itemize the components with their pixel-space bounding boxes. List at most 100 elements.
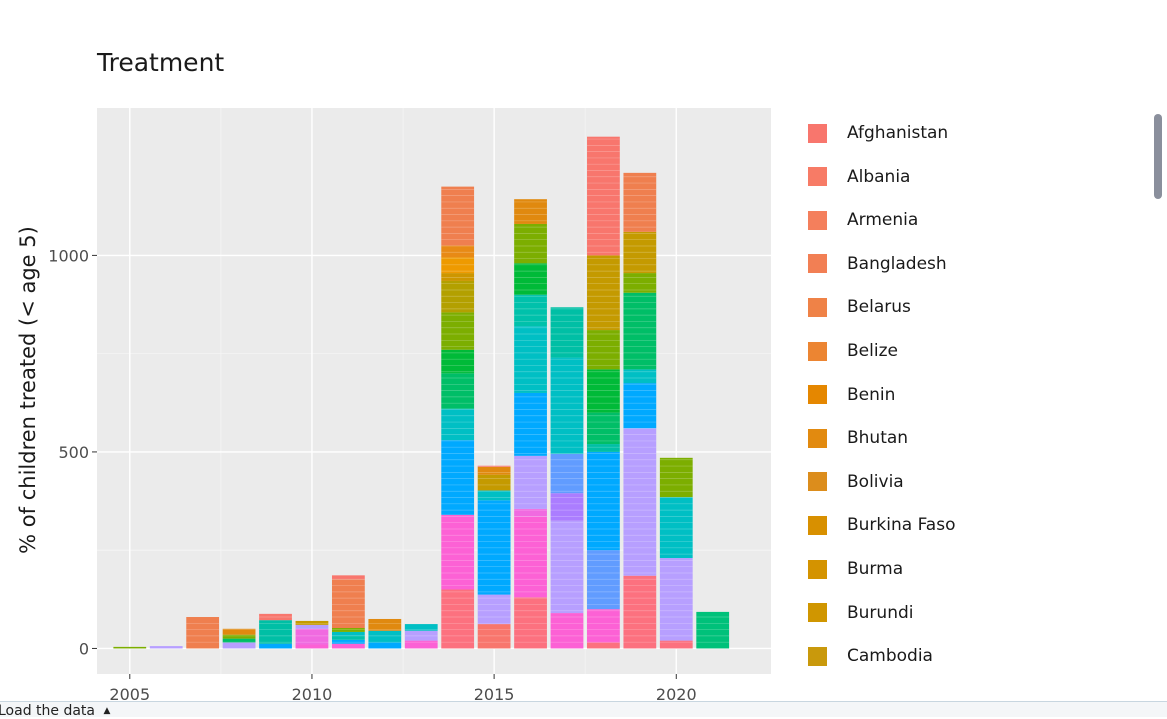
bar-2012[interactable] [368,618,402,649]
bar-segment[interactable] [295,644,329,649]
bar-2019[interactable] [623,172,657,649]
bar-segment[interactable] [441,312,475,350]
bar-segment[interactable] [623,575,657,649]
bar-segment[interactable] [587,609,620,643]
bar-segment[interactable] [222,642,256,649]
bar-segment[interactable] [259,620,292,644]
bar-segment[interactable] [295,624,329,629]
bar-segment[interactable] [623,231,657,274]
bar-segment[interactable] [222,628,256,635]
bar-2020[interactable] [659,457,693,649]
bar-segment[interactable] [514,516,547,598]
legend-item[interactable]: Bhutan [806,424,908,452]
bar-2007[interactable] [186,617,220,649]
bar-segment[interactable] [514,263,547,295]
bar-2016[interactable] [514,199,547,649]
bar-segment[interactable] [368,618,402,631]
bar-segment[interactable] [404,624,438,631]
bar-segment[interactable] [441,373,475,409]
bar-segment[interactable] [368,642,402,649]
bar-segment[interactable] [623,273,657,293]
bar-2018[interactable] [587,136,620,649]
bar-segment[interactable] [441,589,475,649]
bar-segment[interactable] [587,642,620,649]
legend-scrollbar-thumb[interactable] [1154,114,1162,199]
bar-segment[interactable] [623,292,657,370]
bar-segment[interactable] [441,408,475,441]
bar-segment[interactable] [222,638,256,643]
bar-segment[interactable] [696,611,730,649]
bar-segment[interactable] [368,630,402,643]
bar-segment[interactable] [514,392,547,456]
bar-2009[interactable] [259,613,292,649]
bar-2014[interactable] [441,186,475,649]
bar-segment[interactable] [149,646,183,649]
bar-segment[interactable] [623,172,657,232]
bar-segment[interactable] [222,634,256,639]
legend-item[interactable]: Burundi [806,599,914,627]
bar-segment[interactable] [477,500,511,595]
bar-segment[interactable] [514,199,547,224]
bar-segment[interactable] [441,186,475,246]
bar-segment[interactable] [623,369,657,384]
bar-segment[interactable] [514,597,547,649]
bar-2015[interactable] [477,465,511,649]
bar-segment[interactable] [477,594,511,625]
bar-segment[interactable] [659,497,693,559]
bar-segment[interactable] [441,257,475,274]
bar-2021[interactable] [696,611,730,649]
bar-segment[interactable] [331,635,365,640]
bar-2008[interactable] [222,628,256,649]
bar-segment[interactable] [404,630,438,641]
bar-2017[interactable] [550,307,584,649]
bar-segment[interactable] [186,617,220,649]
bar-segment[interactable] [587,550,620,610]
legend-item[interactable]: Belarus [806,293,911,321]
bar-segment[interactable] [659,640,693,649]
bar-2010[interactable] [295,620,329,649]
bar-segment[interactable] [587,412,620,445]
bar-segment[interactable] [331,639,365,644]
legend-item[interactable]: Belize [806,337,898,365]
bar-segment[interactable] [295,620,329,625]
bar-segment[interactable] [514,294,547,327]
bar-segment[interactable] [587,136,620,256]
bar-segment[interactable] [477,466,511,475]
bar-segment[interactable] [441,273,475,281]
bar-segment[interactable] [550,613,584,649]
bar-segment[interactable] [331,643,365,649]
bar-segment[interactable] [623,383,657,429]
bar-segment[interactable] [514,326,547,393]
bar-segment[interactable] [477,624,511,649]
legend-item[interactable]: Burkina Faso [806,511,955,539]
legend-item[interactable]: Burma [806,555,903,583]
legend-item[interactable]: Cambodia [806,642,933,670]
bar-segment[interactable] [514,508,547,517]
bar-segment[interactable] [659,457,693,498]
bar-segment[interactable] [331,631,365,636]
bar-segment[interactable] [623,428,657,576]
bar-segment[interactable] [550,493,584,521]
bar-segment[interactable] [514,455,547,509]
bar-segment[interactable] [477,490,511,501]
bar-segment[interactable] [113,646,147,649]
bar-segment[interactable] [587,255,620,331]
bar-2006[interactable] [149,646,183,649]
legend-item[interactable]: Afghanistan [806,119,948,147]
bar-2005[interactable] [113,646,147,649]
load-data-toggle[interactable]: Load the data ▲ [0,703,110,719]
bar-segment[interactable] [587,451,620,551]
bar-segment[interactable] [477,465,511,467]
bar-segment[interactable] [441,440,475,515]
bar-segment[interactable] [477,474,511,491]
bar-segment[interactable] [441,280,475,313]
bar-2011[interactable] [331,575,365,649]
bar-segment[interactable] [550,453,584,494]
bars[interactable] [113,136,730,649]
bar-segment[interactable] [331,575,365,580]
bar-segment[interactable] [259,613,292,621]
bar-segment[interactable] [550,520,584,614]
bar-segment[interactable] [441,514,475,590]
legend-item[interactable]: Benin [806,381,895,409]
bar-segment[interactable] [587,369,620,413]
